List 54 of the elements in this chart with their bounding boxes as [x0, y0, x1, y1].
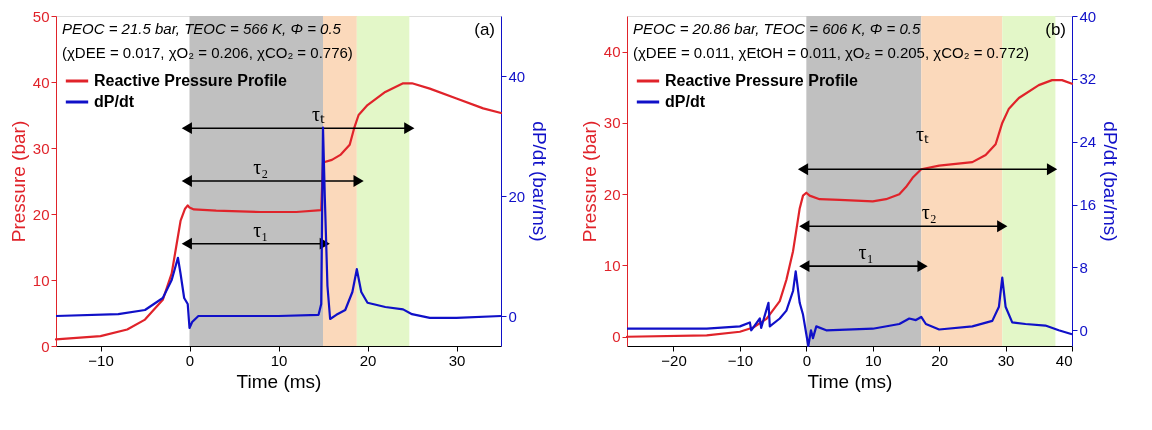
y2-tick-label: 40: [508, 67, 526, 85]
x-tick-label: −20: [661, 351, 687, 369]
x-tick-label: 10: [864, 351, 882, 369]
y-tick-label: 20: [603, 185, 621, 203]
annotation: (a): [474, 20, 495, 39]
y-axis-title: Pressure (bar): [7, 120, 29, 243]
y-tick-label: 30: [32, 139, 50, 157]
y2-tick-label: 0: [508, 307, 517, 325]
y2-tick-label: 40: [1079, 7, 1097, 25]
y-tick-label: 0: [612, 328, 621, 346]
y-tick-label: 10: [603, 256, 621, 274]
x-tick-label: 20: [931, 351, 949, 369]
y2-tick-label: 8: [1079, 258, 1088, 276]
annotation: τ₂: [253, 156, 269, 178]
x-tick-label: 40: [1055, 351, 1073, 369]
y2-tick-label: 32: [1079, 70, 1097, 88]
y-tick-label: 30: [603, 114, 621, 132]
annotation: τₜ: [312, 103, 326, 126]
x-tick-label: 10: [270, 351, 288, 369]
y-tick-label: 0: [41, 337, 50, 355]
y2-axis-title: dP/dt (bar/ms): [529, 121, 551, 242]
y2-tick-label: 20: [508, 187, 526, 205]
y-tick-label: 40: [603, 43, 621, 61]
y-tick-label: 10: [32, 271, 50, 289]
y2-tick-label: 16: [1079, 196, 1097, 214]
annotation: τₜ: [916, 122, 930, 145]
legend-label: Reactive Pressure Profile: [94, 72, 288, 89]
x-tick-label: 30: [448, 351, 466, 369]
x-axis-title: Time (ms): [236, 370, 322, 392]
y-tick-label: 40: [32, 73, 50, 91]
x-tick-label: 20: [359, 351, 377, 369]
annotation: τ₁: [858, 241, 874, 264]
annotation: (χDEE = 0.017, χO₂ = 0.206, χCO₂ = 0.776): [62, 44, 353, 61]
x-tick-label: 0: [802, 351, 811, 369]
x-tick-label: 30: [997, 351, 1015, 369]
y-axis-title: Pressure (bar): [578, 120, 600, 243]
x-tick-label: 0: [185, 351, 195, 369]
x-tick-label: −10: [727, 351, 754, 369]
y2-tick-label: 24: [1079, 133, 1097, 151]
y2-axis-title: dP/dt (bar/ms): [1100, 121, 1122, 242]
annotation: τ₂: [921, 201, 937, 224]
x-tick-label: −10: [88, 351, 114, 369]
y-tick-label: 50: [32, 7, 50, 25]
legend-label: dP/dt: [665, 93, 706, 110]
annotation: (b): [1045, 20, 1066, 39]
y-tick-label: 20: [32, 205, 50, 223]
annotation: PEOC = 21.5 bar, TEOC = 566 K, Φ = 0.5: [62, 20, 342, 37]
annotation: (χDEE = 0.011, χEtOH = 0.011, χO₂ = 0.205, χCO₂ = 0.772): [633, 44, 1030, 61]
annotation: PEOC = 20.86 bar, TEOC = 606 K, Φ = 0.5: [633, 20, 921, 37]
annotation: τ₁: [253, 218, 269, 241]
legend-label: Reactive Pressure Profile: [665, 72, 859, 89]
x-axis-title: Time (ms): [807, 370, 893, 392]
legend-label: dP/dt: [94, 93, 135, 110]
y2-tick-label: 0: [1079, 321, 1088, 339]
